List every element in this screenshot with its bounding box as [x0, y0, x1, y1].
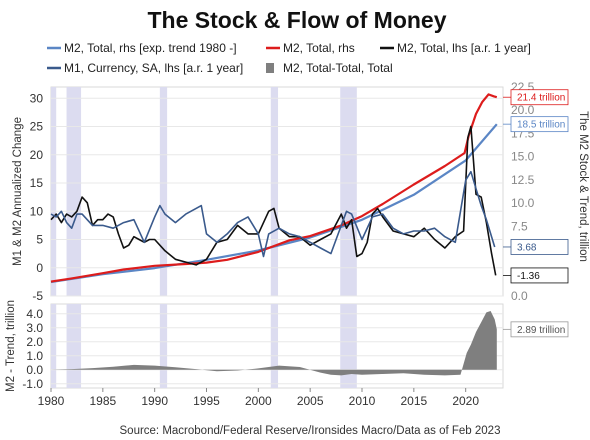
- x-tick-label: 1990: [141, 394, 168, 408]
- left-tick-label: -5: [32, 289, 43, 303]
- legend-label-m1-currency-sa-lhs-a-r-1-year: M1, Currency, SA, lhs [a.r. 1 year]: [64, 61, 243, 75]
- legend-swatch-m2-total-total-total: [266, 63, 274, 73]
- x-tick-label: 2000: [245, 394, 272, 408]
- series-line-m1-currency-sa-lhs-a-r-1-year: [50, 170, 496, 258]
- bottom-axis-title: M2 - Trend, trillion: [5, 300, 17, 392]
- recession-band-bottom-0: [51, 304, 57, 388]
- legend-label-m2-total-rhs: M2, Total, rhs: [283, 41, 355, 55]
- chart-title: The Stock & Flow of Money: [147, 7, 446, 33]
- recession-band-bottom-3: [270, 304, 279, 388]
- series-line-m2-total-lhs-a-r-1-year: [50, 125, 497, 276]
- bottom-tick-label: 3.0: [26, 321, 43, 335]
- series-line-m2-total-rhs-exp-trend-1980: [50, 123, 498, 284]
- left-tick-label: 30: [30, 91, 44, 105]
- x-tick-label: 2020: [452, 394, 479, 408]
- left-tick-label: 20: [30, 148, 44, 162]
- left-tick-label: 10: [30, 204, 44, 218]
- recession-band-top-0: [51, 87, 57, 296]
- source-note: Source: Macrobond/Federal Reserve/Ironsi…: [120, 425, 501, 437]
- gap-area-m2-total-total-total: [51, 311, 497, 376]
- callout-label-bottom: 2.89 trillion: [517, 325, 565, 336]
- callout-label-1-36: -1.36: [517, 271, 540, 282]
- x-tick-label: 1980: [38, 394, 65, 408]
- legend-label-m2-total-lhs-a-r-1-year: M2, Total, lhs [a.r. 1 year]: [397, 41, 531, 55]
- recession-band-top-3: [270, 87, 279, 296]
- x-tick-label: 1985: [89, 394, 116, 408]
- right-axis-title: The M2 Stock & Trend, trillion: [577, 111, 589, 262]
- bottom-tick-label: 1.0: [26, 349, 43, 363]
- x-tick-label: 2010: [349, 394, 376, 408]
- legend-label-m2-total-total-total: M2, Total-Total, Total: [283, 61, 393, 75]
- x-tick-label: 2005: [297, 394, 324, 408]
- left-tick-label: 25: [30, 120, 44, 134]
- left-axis-title: M1 & M2 Annualized Change: [12, 117, 24, 266]
- right-tick-label: 15.0: [511, 150, 535, 164]
- x-tick-label: 2015: [400, 394, 427, 408]
- callout-label-21-4-trillion: 21.4 trillion: [517, 93, 565, 104]
- x-axis: 1980 1985 1990 1995 2000 2005 2010 2015 2020: [38, 388, 479, 408]
- bottom-tick-label: 4.0: [26, 307, 43, 321]
- bottom-panel: 4.03.02.01.00.0-1.0 M2 - Trend, trillion 2…: [5, 300, 569, 392]
- bottom-tick-label: -1.0: [22, 377, 43, 391]
- top-panel: 302520151050-522.520.017.515.012.510.07.…: [12, 80, 589, 303]
- right-tick-label: 0.0: [511, 289, 528, 303]
- bottom-tick-label: 0.0: [26, 363, 43, 377]
- left-tick-label: 15: [30, 176, 44, 190]
- legend: M2, Total, rhs [exp. trend 1980 -] M2, To…: [47, 41, 531, 75]
- callout-label-18-5-trillion: 18.5 trillion: [517, 120, 565, 131]
- right-tick-label: 7.5: [511, 219, 528, 233]
- recession-band-top-4: [340, 87, 357, 296]
- right-tick-label: 10.0: [511, 196, 535, 210]
- legend-label-m2-total-rhs-exp-trend-1980: M2, Total, rhs [exp. trend 1980 -]: [64, 41, 237, 55]
- callout-label-3-68: 3.68: [517, 242, 537, 253]
- recession-band-bottom-1: [66, 304, 82, 388]
- recession-band-top-2: [159, 87, 168, 296]
- recession-band-bottom-4: [340, 304, 357, 388]
- left-tick-label: 0: [36, 261, 43, 275]
- right-tick-label: 20.0: [511, 103, 535, 117]
- x-tick-label: 1995: [193, 394, 220, 408]
- bottom-tick-label: 2.0: [26, 335, 43, 349]
- right-tick-label: 12.5: [511, 173, 535, 187]
- recession-band-top-1: [66, 87, 82, 296]
- recession-band-bottom-2: [159, 304, 168, 388]
- left-tick-label: 5: [36, 233, 43, 247]
